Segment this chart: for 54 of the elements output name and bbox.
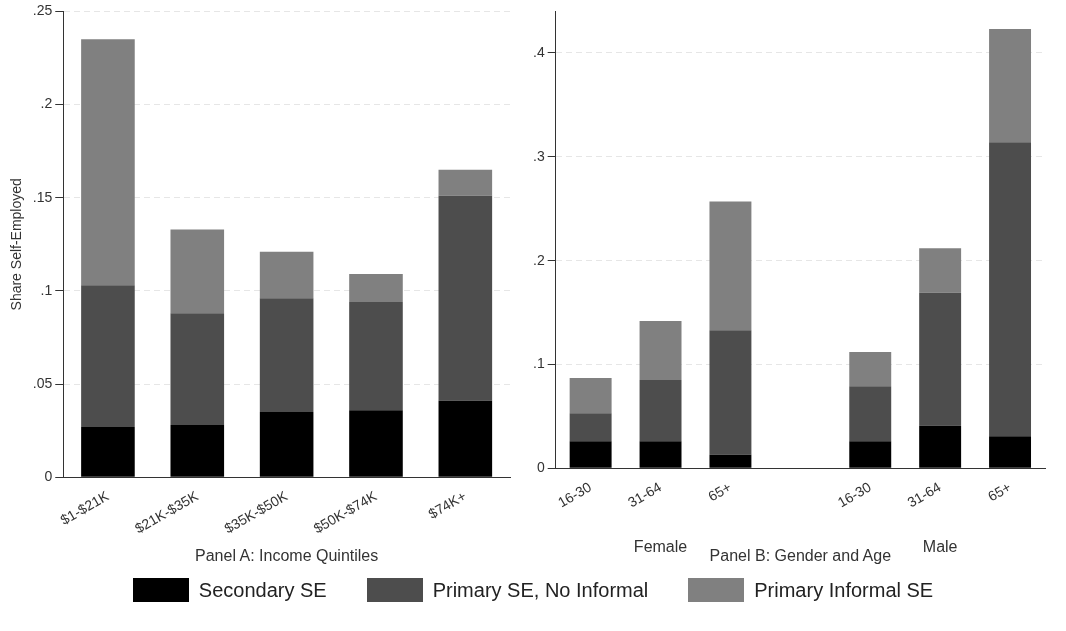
bar	[849, 441, 892, 468]
legend-label: Primary Informal SE	[754, 578, 934, 602]
bar	[569, 413, 612, 442]
bar	[919, 292, 962, 426]
y-tick-label: .1	[532, 355, 545, 372]
bar	[438, 195, 493, 401]
y-tick-label: 0	[44, 468, 53, 485]
y-tick-label: .4	[532, 43, 545, 60]
bar	[349, 410, 403, 477]
bar	[349, 302, 403, 411]
bar	[709, 330, 752, 455]
bar	[709, 201, 752, 331]
bar	[349, 274, 403, 303]
y-tick-label: .15	[32, 188, 53, 205]
bar	[989, 436, 1032, 468]
y-tick-label: .25	[32, 2, 53, 19]
y-tick-label: .05	[32, 374, 53, 391]
x-axis-title: Panel A: Income Quintiles	[195, 546, 379, 564]
x-tick-label: 65+	[984, 478, 1014, 505]
y-tick-label: .2	[532, 251, 545, 268]
bar	[81, 39, 135, 286]
bar	[170, 313, 225, 426]
x-tick-label: 65+	[705, 478, 734, 505]
bar	[989, 29, 1032, 143]
text: Female	[633, 538, 688, 556]
bar	[170, 425, 225, 477]
bar	[989, 142, 1032, 437]
bar	[639, 441, 682, 468]
y-tick-label: 0	[536, 459, 545, 476]
y-tick-label: .2	[40, 95, 53, 112]
y-tick-label: .1	[40, 281, 53, 298]
bar	[639, 320, 682, 381]
bar	[849, 386, 892, 442]
legend-label: Secondary SE	[198, 578, 327, 602]
bar	[81, 426, 135, 477]
bar	[170, 229, 225, 314]
text: Male	[922, 538, 958, 556]
bar	[569, 378, 612, 414]
bar	[438, 169, 493, 196]
bar	[709, 454, 752, 468]
bar	[259, 298, 314, 413]
y-tick-label: .3	[532, 147, 545, 164]
bar	[259, 251, 314, 299]
bar	[259, 412, 314, 477]
bar	[639, 380, 682, 442]
bar	[849, 352, 892, 387]
x-axis-title: Panel B: Gender and Age	[709, 546, 892, 564]
bar	[919, 425, 962, 468]
bar	[81, 285, 135, 427]
legend-label: Primary SE, No Informal	[432, 578, 649, 602]
bar	[569, 441, 612, 468]
bar	[919, 248, 962, 293]
bar	[438, 400, 493, 477]
y-axis-title: Share Self-Employed	[8, 178, 25, 311]
